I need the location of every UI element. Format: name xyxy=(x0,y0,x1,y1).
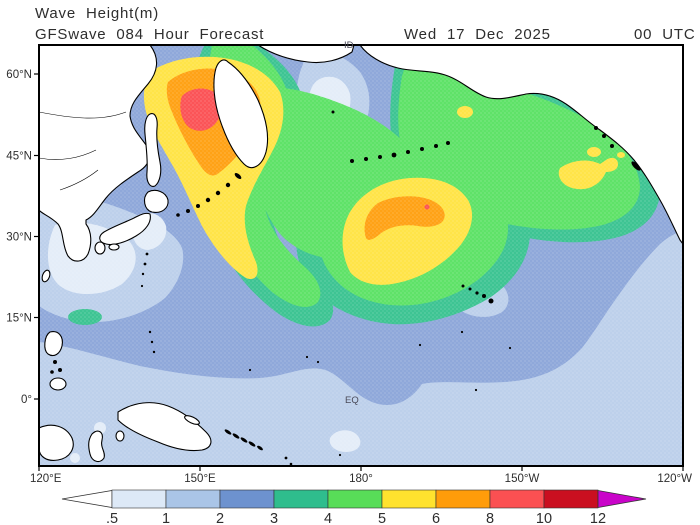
country-borders xyxy=(39,111,127,191)
model-run-label: GFSwave 084 Hour Forecast xyxy=(35,26,264,43)
kuril-islands xyxy=(176,173,242,217)
header: Wave Height(m) GFSwave 084 Hour Forecast… xyxy=(35,5,695,43)
philippine-minor-islands xyxy=(50,360,62,374)
izu-bonin-islands xyxy=(140,252,149,288)
colorbar-label-05: .5 xyxy=(106,511,118,525)
honshu-island xyxy=(99,212,151,246)
equator-label: EQ xyxy=(345,395,359,406)
colorbar-label-3: 3 xyxy=(270,511,278,525)
shikoku-island xyxy=(108,243,120,251)
small-islands xyxy=(50,110,641,466)
colorbar-label-2: 2 xyxy=(216,511,224,525)
borneo-island xyxy=(39,424,74,461)
colorbar-label-5: 5 xyxy=(378,511,386,525)
colorbar-segment-3-4 xyxy=(273,489,329,509)
lat-label-15n: 15°N xyxy=(6,313,32,325)
new-britain-island xyxy=(184,415,200,425)
colorbar-label-12: 12 xyxy=(590,511,606,525)
hokkaido-island xyxy=(143,189,169,213)
colorbar-over-arrow xyxy=(597,490,647,508)
map-annotations: ID EQ xyxy=(344,40,359,406)
aleutian-islands xyxy=(331,110,450,163)
colorbar-segment-10-12 xyxy=(543,489,599,509)
colorbar-label-10: 10 xyxy=(536,511,552,525)
colorbar-segment-1-2 xyxy=(165,489,221,509)
colorbar-segment-2-3 xyxy=(219,489,275,509)
lat-label-0: 0° xyxy=(21,394,32,406)
dateline-label: ID xyxy=(344,40,354,51)
colorbar-label-6: 6 xyxy=(432,511,440,525)
colorbar-segment-5-6 xyxy=(381,489,437,509)
lat-label-60n: 60°N xyxy=(6,69,32,81)
lon-label-150e: 150°E xyxy=(184,473,216,485)
colorbar-segments xyxy=(111,489,599,509)
asia-mainland xyxy=(39,45,158,262)
north-america xyxy=(359,45,683,245)
colorbar-label-1: 1 xyxy=(162,511,170,525)
kamchatka-peninsula xyxy=(213,59,269,169)
valid-date-label: Wed 17 Dec 2025 xyxy=(404,26,551,43)
colorbar-segment-05-1 xyxy=(111,489,167,509)
landmasses xyxy=(39,45,683,463)
dither-overlay xyxy=(39,45,683,466)
mindanao-island xyxy=(49,377,67,391)
page-title: Wave Height(m) xyxy=(35,5,159,22)
colorbar-segment-8-10 xyxy=(489,489,545,509)
colorbar-label-4: 4 xyxy=(324,511,332,525)
halmahera-island xyxy=(115,430,125,442)
sulawesi-island xyxy=(88,430,105,463)
lat-axis: 60°N 45°N 30°N 15°N 0° xyxy=(6,69,39,406)
sakhalin-island xyxy=(144,113,162,187)
hawaiian-islands xyxy=(461,284,494,304)
taiwan-island xyxy=(41,269,51,283)
lon-label-120w: 120°W xyxy=(657,473,692,485)
luzon-island xyxy=(44,331,63,357)
lat-label-45n: 45°N xyxy=(6,151,32,163)
lon-axis: 120°E 150°E 180° 150°W 120°W xyxy=(30,466,692,485)
colorbar-under-arrow xyxy=(61,490,113,508)
lon-label-180: 180° xyxy=(349,473,373,485)
new-guinea xyxy=(117,402,212,452)
wave-height-field xyxy=(39,45,683,466)
valid-cycle-label: 00 UTC xyxy=(634,26,695,43)
colorbar-segment-6-8 xyxy=(435,489,491,509)
kyushu-island xyxy=(94,241,106,255)
colorbar-segment-4-5 xyxy=(327,489,383,509)
colorbar-tick-labels: .5 1 2 3 4 5 6 8 10 12 xyxy=(106,511,606,525)
colorbar-label-8: 8 xyxy=(486,511,494,525)
alaska-panhandle-islands xyxy=(594,126,641,171)
chukotka-peninsula xyxy=(257,45,355,64)
mariana-islands xyxy=(148,330,156,354)
colorbar: .5 1 2 3 4 5 6 8 10 12 xyxy=(61,489,647,525)
lon-label-150w: 150°W xyxy=(505,473,540,485)
scattered-atolls xyxy=(248,330,512,466)
lat-label-30n: 30°N xyxy=(6,232,32,244)
lon-label-120e: 120°E xyxy=(30,473,62,485)
solomon-islands xyxy=(224,429,263,451)
